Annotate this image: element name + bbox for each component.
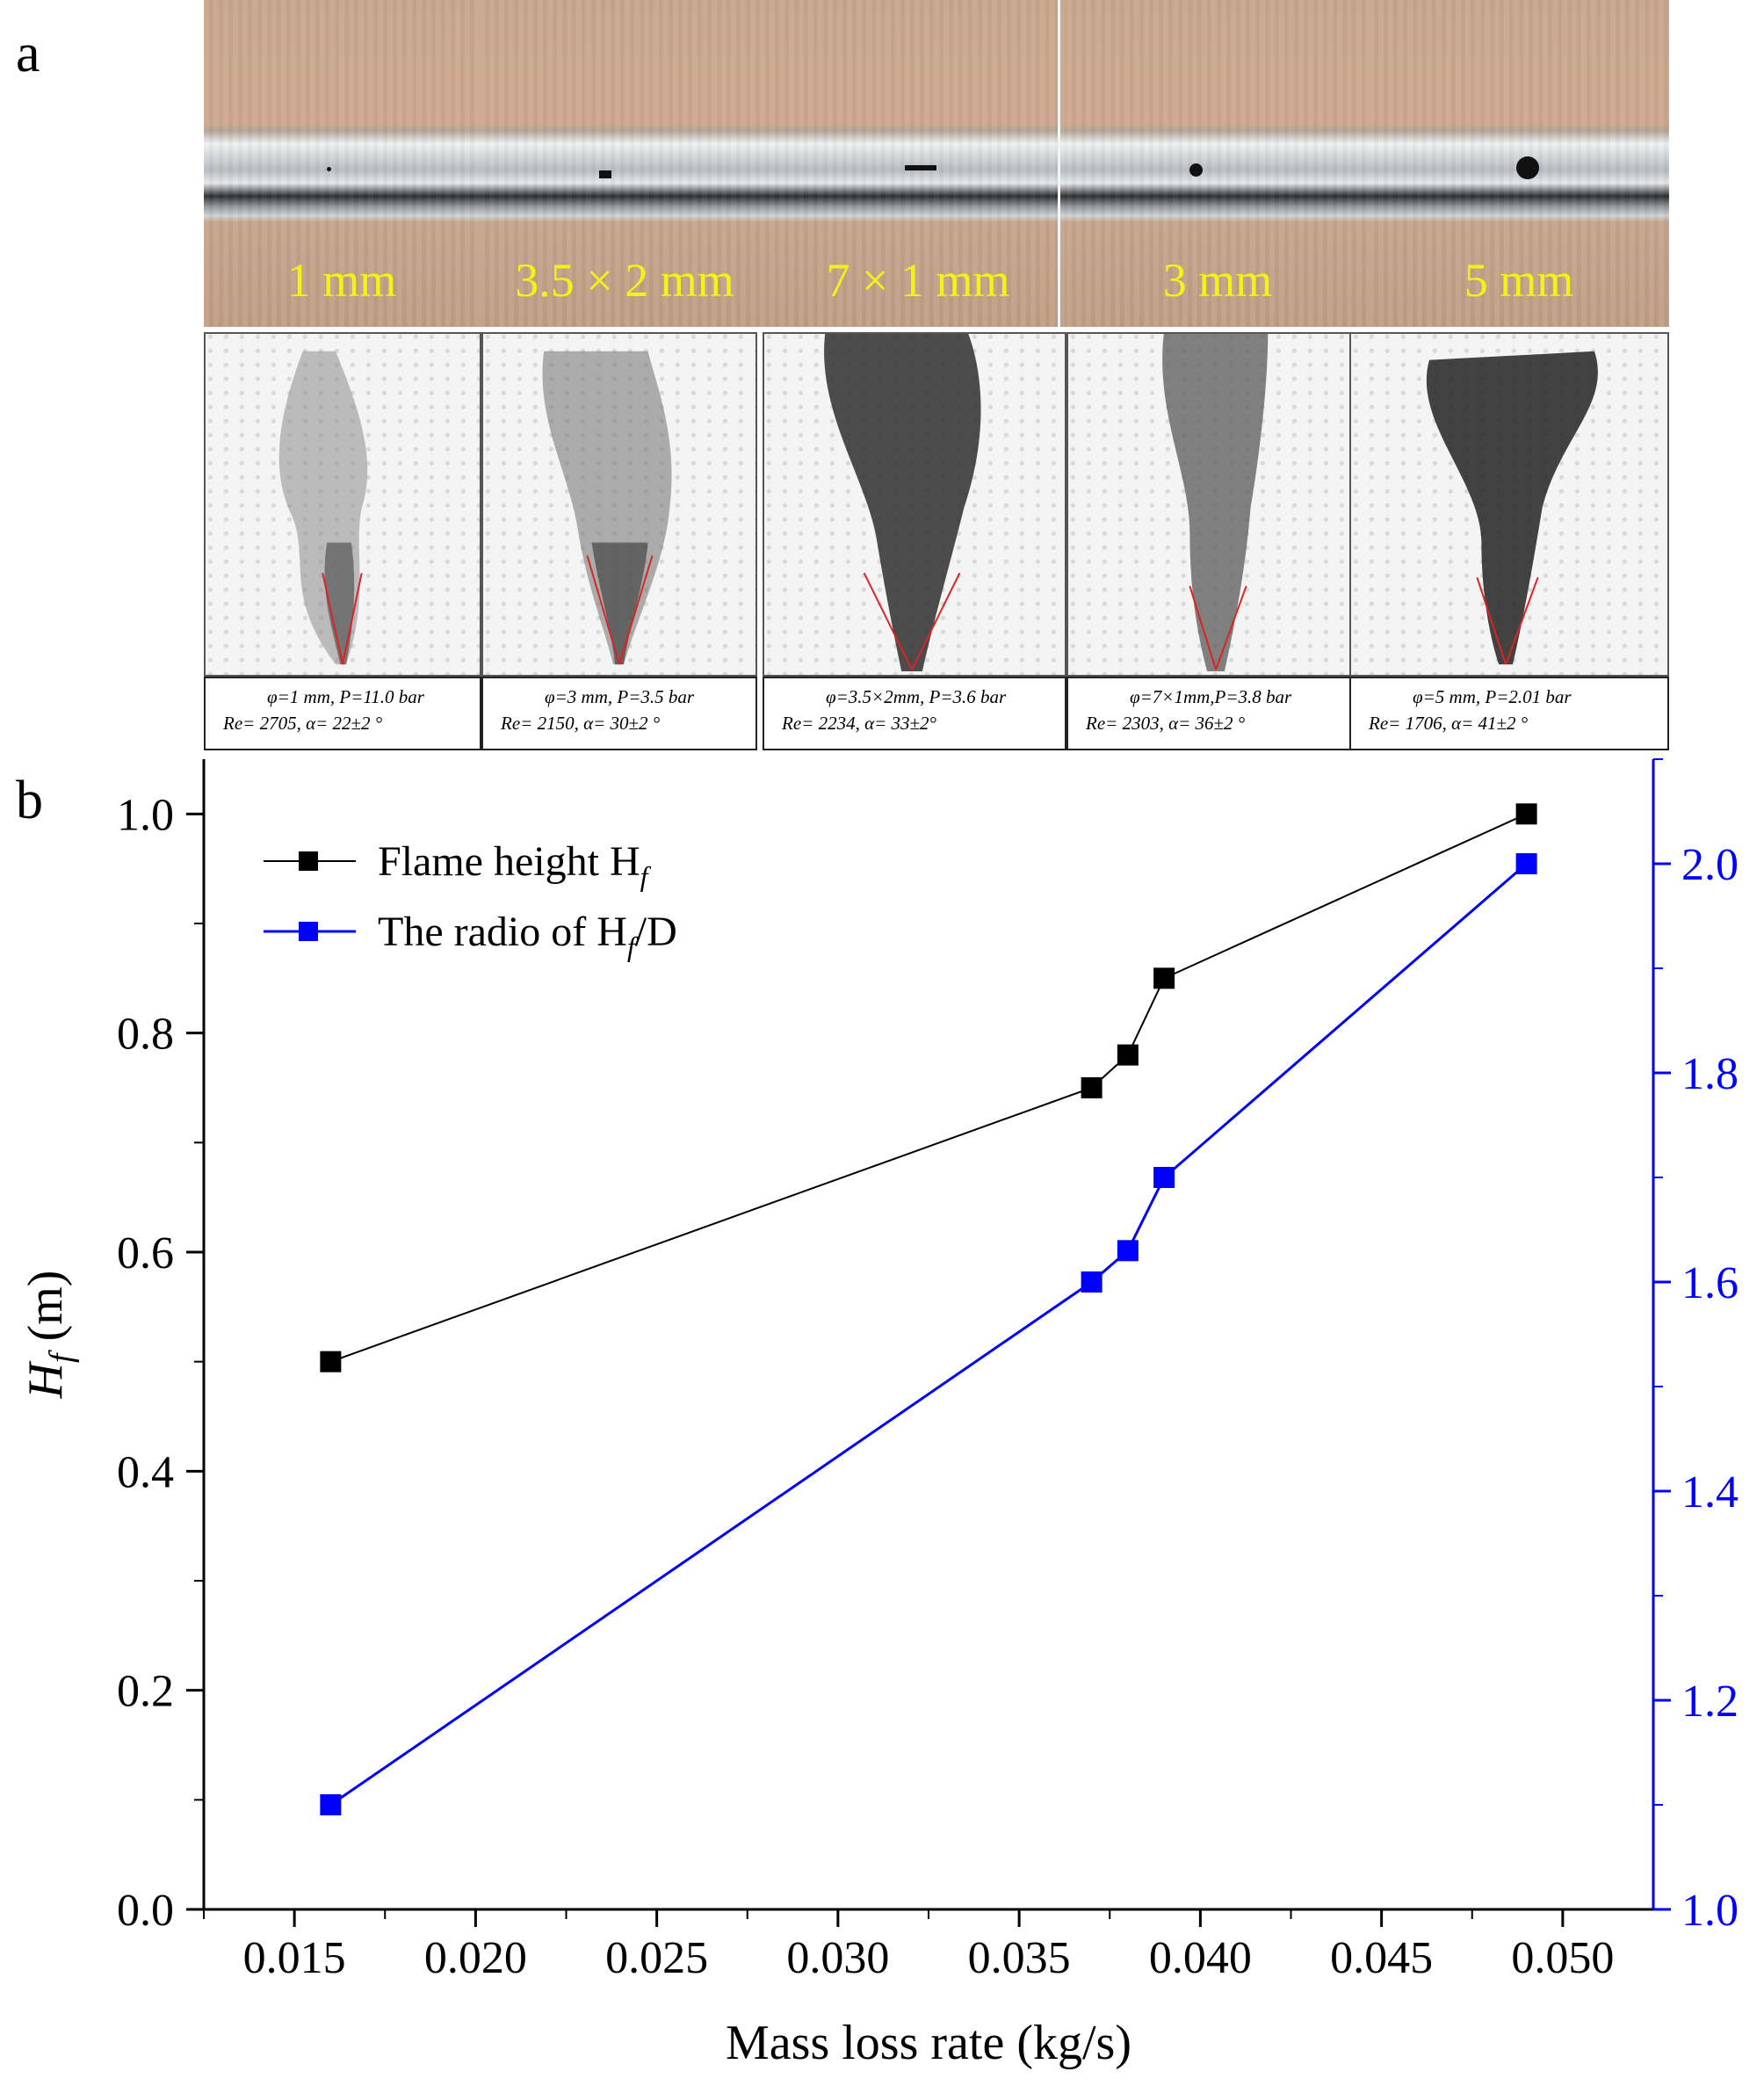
orifice-photo-2: 3.5 × 2 mm [480,0,770,327]
flame-caption: φ=1 mm, P=11.0 bar Re= 2705, α= 22±2 ° [204,677,481,750]
caption-line-1: φ=1 mm, P=11.0 bar [267,686,424,707]
x-tick-label: 0.030 [786,1933,889,1983]
y2-tick-label: 1.6 [1681,1258,1739,1308]
x-tick-label: 0.020 [424,1933,527,1983]
flame-cell-4: φ=7×1mm,P=3.8 bar Re= 2303, α= 36±2 ° [1066,332,1369,754]
flame-image [1349,332,1669,677]
y-axis-label: Hf (m) [18,1271,80,1400]
orifice-photo-strip: 1 mm 3.5 × 2 mm 7 × 1 mm 3 mm 5 mm [204,0,1669,327]
data-series [320,803,1537,1815]
legend: Flame height Hf The radio of Hf/D [264,838,677,962]
axis-ticks: 0.015 0.020 0.025 0.030 0.035 0.040 0.045 0.050… [117,758,1739,1983]
data-point-1 [320,1351,342,1373]
x-axis-label: Mass loss rate (kg/s) [726,2016,1131,2070]
orifice-hole [327,167,331,171]
y-tick-label: 0.0 [117,1886,174,1936]
caption-line-2: Re= 1706, α= 41±2 ° [1369,713,1529,734]
flame-caption: φ=3 mm, P=3.5 bar Re= 2150, α= 30±2 ° [481,677,757,750]
x-tick-label: 0.045 [1330,1933,1433,1983]
flame-image [204,332,481,677]
caption-line-2: Re= 2303, α= 36±2 ° [1086,713,1246,734]
orifice-hole [1189,163,1203,177]
caption-line-1: φ=7×1mm,P=3.8 bar [1130,686,1292,707]
x-tick-label: 0.035 [968,1933,1071,1983]
data-point-2 [320,1794,342,1815]
flame-cell-2: φ=3 mm, P=3.5 bar Re= 2150, α= 30±2 ° [481,332,757,754]
legend-marker [299,922,318,941]
data-point-1 [1515,803,1537,825]
flame-caption: φ=3.5×2mm, P=3.6 bar Re= 2234, α= 33±2° [763,677,1066,750]
x-tick-label: 0.025 [605,1933,708,1983]
caption-line-2: Re= 2705, α= 22±2 ° [223,713,383,734]
caption-line-2: Re= 2234, α= 33±2° [782,713,936,734]
data-point-1 [1153,967,1175,989]
series-line-2 [329,862,1528,1807]
orifice-label: 3 mm [1162,254,1273,307]
y-tick-label: 0.6 [117,1228,174,1278]
orifice-hole [599,170,611,178]
flame-image [481,332,757,677]
y-tick-label: 0.8 [117,1010,174,1060]
axis-labels: Mass loss rate (kg/s) Hf (m) [18,1271,1131,2070]
orifice-hole [905,165,936,170]
x-tick-label: 0.050 [1511,1933,1614,1983]
flame-cell-1: φ=1 mm, P=11.0 bar Re= 2705, α= 22±2 ° [204,332,481,754]
y-tick-label: 0.4 [117,1447,174,1497]
legend-entry: Flame height Hf [378,838,652,892]
orifice-photo-3: 7 × 1 mm [770,0,1066,327]
orifice-photo-5: 5 mm [1369,0,1669,327]
y2-tick-label: 1.0 [1681,1886,1739,1936]
panel-label-b: b [16,771,43,830]
caption-line-2: Re= 2150, α= 30±2 ° [501,713,661,734]
caption-line-1: φ=3.5×2mm, P=3.6 bar [826,686,1007,707]
flame-caption: φ=5 mm, P=2.01 bar Re= 1706, α= 41±2 ° [1349,677,1669,750]
y-tick-label: 0.2 [117,1667,174,1717]
orifice-label: 3.5 × 2 mm [515,254,734,307]
data-point-2 [1515,853,1537,874]
series-line-1 [330,813,1528,1363]
data-point-2 [1153,1167,1175,1188]
y2-tick-label: 1.2 [1681,1677,1739,1727]
orifice-hole [1516,156,1539,179]
orifice-label: 5 mm [1464,254,1574,307]
flame-cell-3: φ=3.5×2mm, P=3.6 bar Re= 2234, α= 33±2° [763,332,1066,754]
orifice-label: 7 × 1 mm [826,254,1010,307]
data-point-2 [1081,1271,1102,1293]
panel-label-a: a [16,24,40,83]
x-tick-label: 0.040 [1149,1933,1252,1983]
y2-tick-label: 1.4 [1681,1467,1739,1517]
y-tick-label: 1.0 [117,790,174,840]
legend-marker [299,851,318,871]
orifice-label: 1 mm [286,254,397,307]
y2-tick-label: 1.8 [1681,1049,1739,1099]
flame-height-chart: 0.015 0.020 0.025 0.030 0.035 0.040 0.045 0.050… [18,758,1739,2070]
orifice-photo-4: 3 mm [1066,0,1369,327]
data-point-2 [1117,1240,1139,1262]
caption-line-1: φ=5 mm, P=2.01 bar [1413,686,1572,707]
flame-caption: φ=7×1mm,P=3.8 bar Re= 2303, α= 36±2 ° [1066,677,1369,750]
flame-cell-5: φ=5 mm, P=2.01 bar Re= 1706, α= 41±2 ° [1349,332,1669,754]
y2-tick-label: 2.0 [1681,840,1739,890]
data-point-1 [1117,1044,1139,1066]
flame-image [763,332,1066,677]
flame-image-row: φ=1 mm, P=11.0 bar Re= 2705, α= 22±2 ° φ… [204,332,1669,754]
orifice-photo-1: 1 mm [204,0,480,327]
legend-entry: The radio of Hf/D [378,909,677,962]
flame-image [1066,332,1369,677]
photo-divider [1058,0,1060,327]
data-point-1 [1081,1077,1102,1098]
caption-line-1: φ=3 mm, P=3.5 bar [545,686,695,707]
x-tick-label: 0.015 [243,1933,346,1983]
